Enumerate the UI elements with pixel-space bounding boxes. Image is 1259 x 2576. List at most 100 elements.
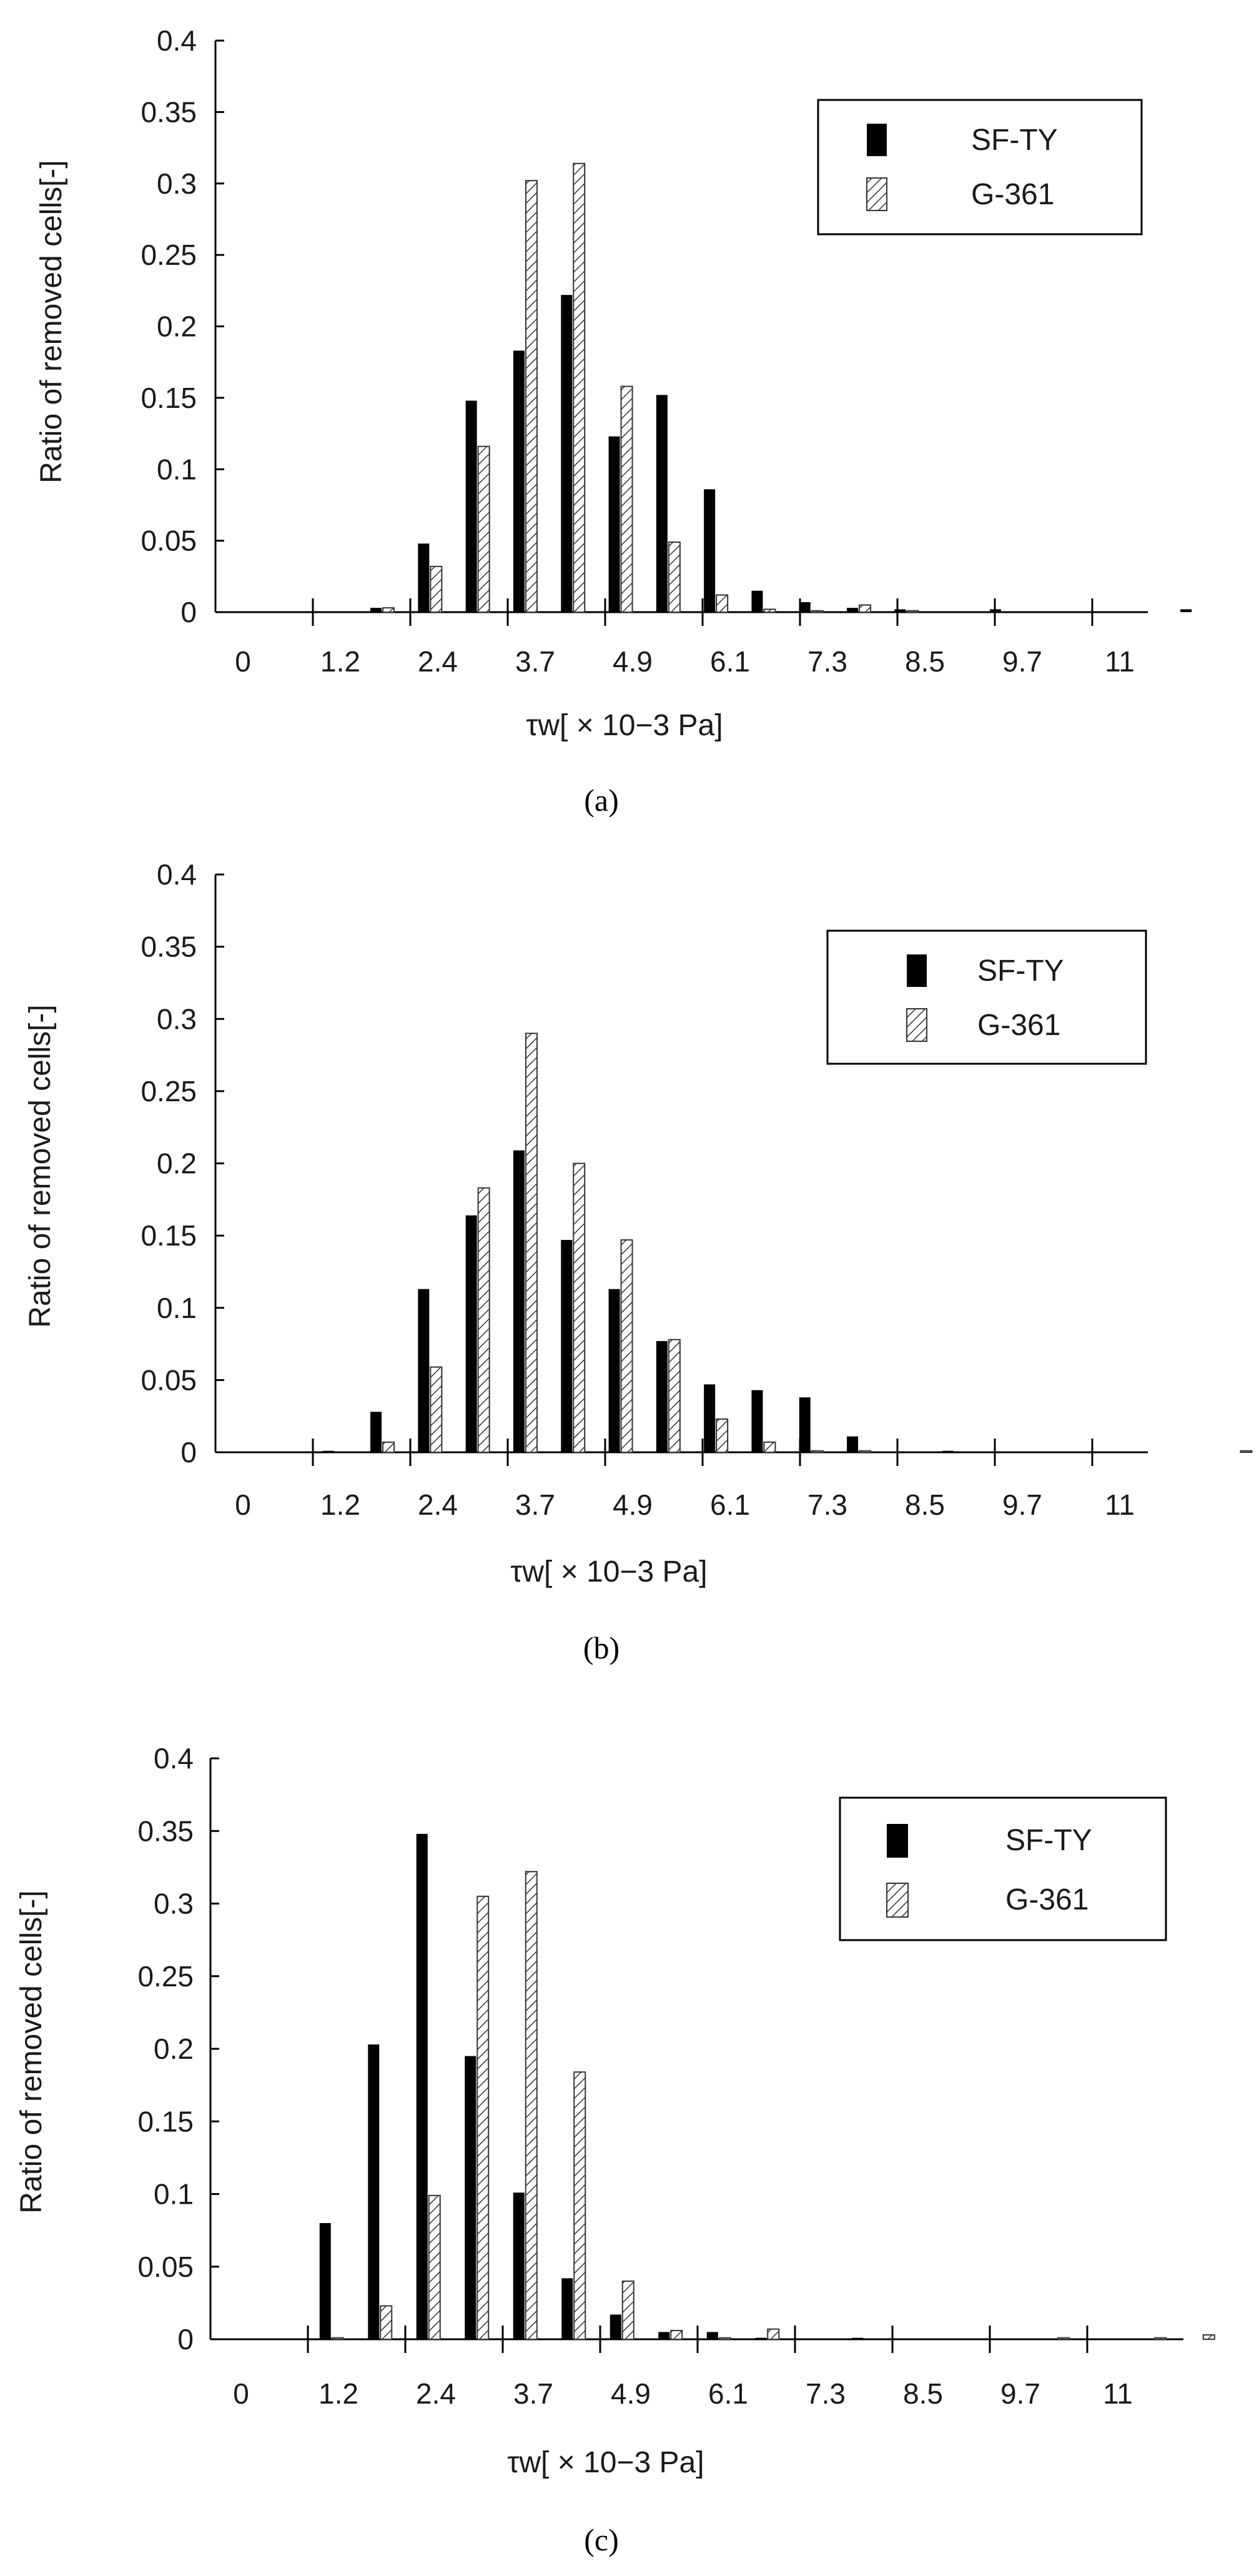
bar-sf-ty <box>368 2044 380 2339</box>
panel-a: Ratio of removed cells[-] 0 0.05 0.1 0.15 0.… <box>35 24 1192 818</box>
bar-sf-ty <box>658 2332 670 2339</box>
bar-g-361 <box>525 180 538 613</box>
x-tick-label: 4.9 <box>611 2377 651 2410</box>
bar-g-361 <box>716 1418 729 1453</box>
bar-sf-ty <box>704 1384 716 1452</box>
legend: SF-TY G-361 <box>839 1796 1167 1941</box>
y-tick-label: 0.35 <box>141 931 197 963</box>
x-tick-label: 0 <box>233 2377 249 2410</box>
bar-g-361 <box>476 1895 490 2340</box>
x-tick-label: 2.4 <box>418 1489 458 1521</box>
bar-sf-ty <box>319 2223 331 2339</box>
x-tick-label: 1.2 <box>318 2377 358 2410</box>
y-tick-labels: 0 0.05 0.1 0.15 0.2 0.25 0.3 0.35 0.4 <box>141 858 197 1469</box>
bar-sf-ty <box>465 2056 476 2339</box>
bar-g-361 <box>382 607 395 613</box>
bar-sf-ty <box>513 1150 525 1452</box>
bar-g-361 <box>382 1441 395 1453</box>
bar-sf-ty <box>465 1215 477 1452</box>
bar-g-361 <box>331 2337 344 2341</box>
x-axis-title: τw[ × 10−3 Pa] <box>526 709 723 742</box>
bar-sf-ty <box>561 1240 573 1452</box>
y-tick-label: 0.05 <box>141 525 197 557</box>
x-tick-label: 11 <box>1103 2377 1133 2410</box>
y-tick-label: 0.1 <box>154 2178 194 2211</box>
bar-sf-ty <box>418 1289 430 1452</box>
legend-label-sf-ty: SF-TY <box>1005 1824 1092 1857</box>
bar-g-361 <box>906 610 919 613</box>
bar-g-361 <box>718 2337 731 2341</box>
legend-swatch-g-361 <box>906 1008 927 1042</box>
bars <box>322 1033 1253 1453</box>
y-tick-label: 0.2 <box>154 2033 194 2065</box>
y-tick-label: 0.15 <box>141 1219 197 1252</box>
bar-sf-ty <box>751 1390 763 1452</box>
bar-sf-ty <box>561 2278 573 2339</box>
x-tick-label: 3.7 <box>515 645 555 678</box>
bar-g-361 <box>811 610 824 613</box>
bar-g-361 <box>668 541 681 613</box>
bar-g-361 <box>430 1366 443 1453</box>
legend-swatch-sf-ty <box>867 124 887 156</box>
y-tick-label: 0.25 <box>137 1960 194 1993</box>
x-tick-label: 7.3 <box>806 2377 846 2410</box>
bar-sf-ty <box>989 609 1001 612</box>
bars <box>370 162 1192 613</box>
bar-g-361 <box>428 2194 441 2340</box>
x-tick-label: 8.5 <box>905 1489 945 1521</box>
bar-sf-ty <box>942 1450 954 1452</box>
legend-box <box>817 99 1143 235</box>
x-axis-title: τw[ × 10−3 Pa] <box>507 2446 704 2479</box>
bar-sf-ty <box>847 1436 859 1452</box>
bar-sf-ty <box>799 1397 811 1452</box>
bar-g-361 <box>621 2281 634 2340</box>
legend-label-sf-ty: SF-TY <box>977 954 1064 988</box>
legend-swatch-sf-ty <box>887 1824 908 1858</box>
y-tick-label: 0 <box>180 596 197 628</box>
x-tick-label: 6.1 <box>710 645 750 678</box>
bar-sf-ty <box>656 1340 668 1452</box>
x-axis-title: τw[ × 10−3 Pa] <box>510 1555 707 1588</box>
bar-sf-ty <box>513 2192 525 2339</box>
x-tick-labels: 0 1.2 2.4 3.7 4.9 6.1 7.3 8.5 9.7 11 <box>235 645 1135 678</box>
legend-swatch-g-361 <box>886 1883 909 1918</box>
x-tick-label: 4.9 <box>613 1489 653 1521</box>
y-tick-label: 0.1 <box>157 453 197 485</box>
y-tick-label: 0.3 <box>157 167 197 200</box>
bar-g-361 <box>763 608 776 613</box>
x-tick-label: 2.4 <box>416 2377 456 2410</box>
y-axis-title: Ratio of removed cells[-] <box>24 1004 57 1328</box>
bar-g-361 <box>767 2328 780 2341</box>
x-tick-label: 8.5 <box>903 2377 943 2410</box>
panel-label: (b) <box>583 1630 620 1665</box>
y-tick-label: 0.05 <box>141 1364 197 1396</box>
legend-label-g-361: G-361 <box>977 1009 1060 1042</box>
bar-sf-ty <box>706 2332 718 2339</box>
bar-sf-ty <box>610 2314 621 2339</box>
y-tick-label: 0.15 <box>137 2105 194 2138</box>
y-tick-label: 0.3 <box>154 1888 194 1920</box>
x-tick-label: 3.7 <box>513 2377 553 2410</box>
bar-sf-ty <box>322 1450 334 1452</box>
panel-label: (c) <box>584 2522 619 2557</box>
y-tick-label: 0.4 <box>154 1742 194 1775</box>
bar-sf-ty <box>755 2337 767 2339</box>
x-tick-label: 11 <box>1105 1489 1135 1521</box>
bar-sf-ty <box>608 1289 620 1452</box>
bar-sf-ty <box>416 1833 428 2339</box>
y-tick-label: 0.05 <box>137 2251 194 2283</box>
y-tick-label: 0 <box>177 2323 194 2356</box>
bar-g-361 <box>620 1239 633 1453</box>
y-tick-label: 0.4 <box>157 24 197 57</box>
x-tick-label: 11 <box>1105 645 1135 678</box>
bar-g-361 <box>1057 2337 1070 2341</box>
bar-sf-ty <box>370 1412 382 1452</box>
x-tick-label: 6.1 <box>710 1489 750 1521</box>
bar-sf-ty <box>751 590 763 612</box>
y-tick-label: 0.35 <box>141 96 197 128</box>
legend-box <box>839 1796 1167 1941</box>
bar-g-361 <box>477 1187 490 1453</box>
bar-g-361 <box>670 2330 683 2341</box>
x-tick-label: 0 <box>235 1489 251 1521</box>
